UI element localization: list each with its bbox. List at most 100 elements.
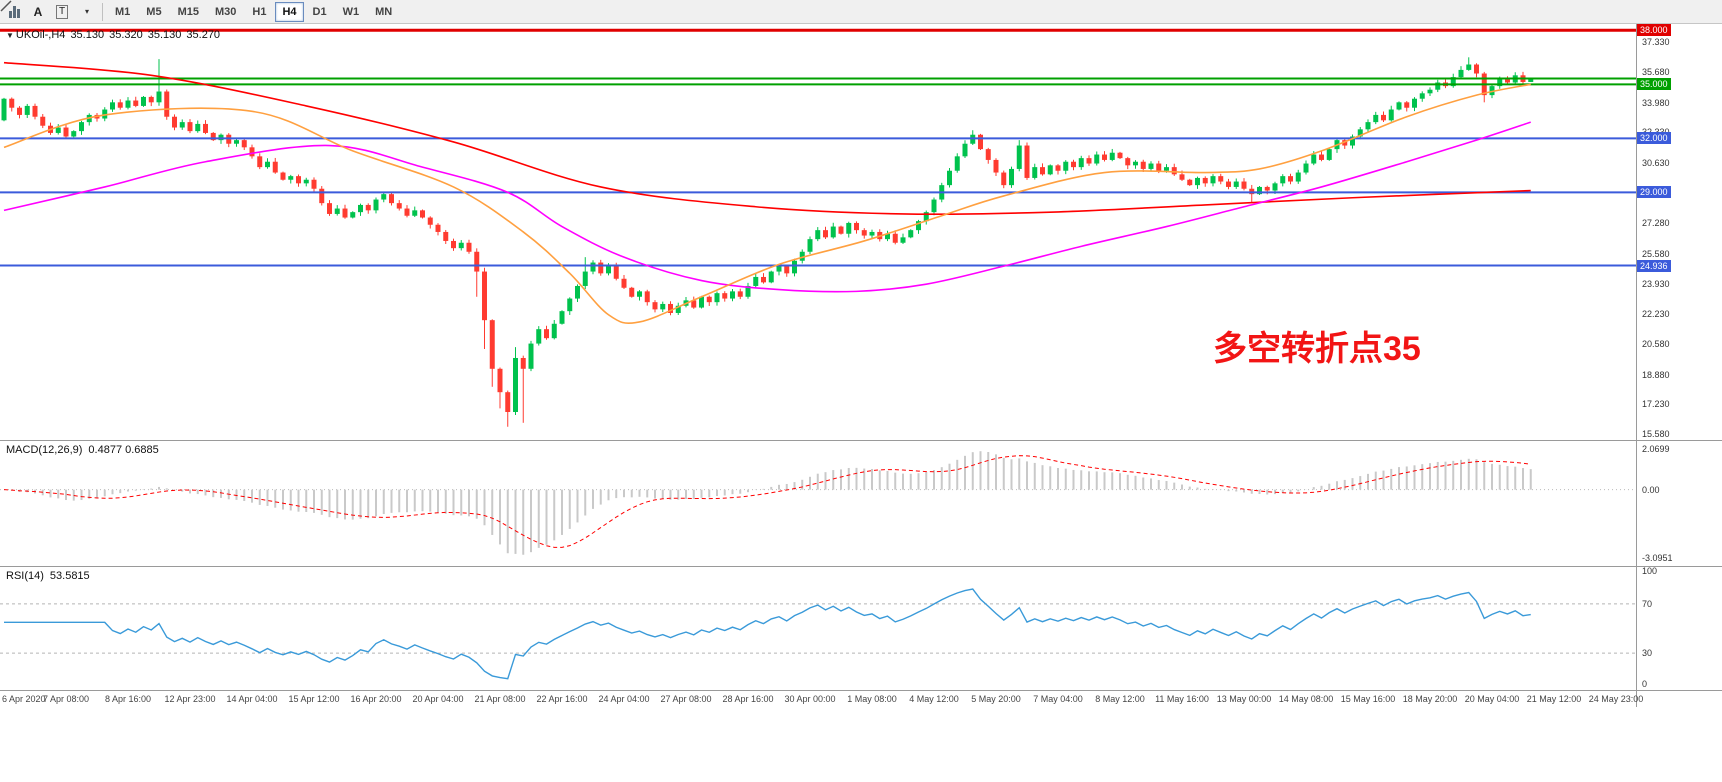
chart-bars-icon — [8, 5, 20, 18]
candle-body — [598, 262, 604, 274]
candle-body — [1164, 167, 1169, 171]
time-axis-separator — [0, 690, 1722, 691]
candle-body — [141, 96, 146, 106]
macd-name: MACD(12,26,9) — [6, 444, 83, 456]
chart-bars-button[interactable] — [3, 2, 25, 22]
candle-body — [1086, 158, 1092, 164]
candle-body — [210, 132, 216, 141]
price-tag: 38.000 — [1637, 24, 1671, 37]
toolbar: A T ▾ M1 M5 M15 M30 H1 H4 D1 W1 MN — [0, 0, 1722, 24]
candle-body — [288, 176, 294, 180]
candle-body — [1156, 163, 1162, 171]
candle-body — [55, 127, 61, 133]
tf-button-d1[interactable]: D1 — [306, 2, 334, 22]
trendline-icon — [0, 0, 12, 12]
time-axis-label: 27 Apr 08:00 — [660, 694, 712, 704]
time-axis-label: 7 May 04:00 — [1033, 694, 1083, 704]
candle-body — [505, 392, 511, 412]
candle-body — [1140, 161, 1146, 169]
price-axis-label: 30.630 — [1642, 157, 1670, 168]
candle-body — [125, 100, 131, 108]
draw-tools-button[interactable]: ▾ — [0, 0, 97, 22]
price-tag: 35.000 — [1637, 78, 1671, 91]
rsi-axis-30: 30 — [1642, 648, 1653, 659]
candle-body — [241, 140, 247, 148]
candle-body — [404, 208, 410, 216]
candle-body — [1009, 168, 1014, 186]
candle-body — [544, 329, 549, 339]
price-axis-label: 17.230 — [1642, 399, 1670, 410]
candle-body — [474, 251, 480, 272]
candle-body — [575, 285, 580, 299]
candle-body — [613, 266, 619, 279]
macd-axis-min: -3.0951 — [1642, 553, 1673, 563]
macd-indicator-label: MACD(12,26,9) 0.4877 0.6885 — [6, 444, 165, 456]
symbol-dropdown-icon[interactable]: ▼ — [6, 31, 14, 40]
font-a-icon: A — [33, 4, 43, 19]
font-tool-button[interactable]: A — [27, 2, 49, 22]
candle-body — [761, 276, 766, 283]
candle-body — [1505, 78, 1510, 83]
candle-body — [172, 116, 177, 128]
macd-values: 0.4877 0.6885 — [88, 444, 159, 456]
candle-body — [327, 203, 332, 214]
candle-body — [1365, 122, 1371, 130]
candle-body — [606, 266, 611, 274]
candle-body — [272, 161, 278, 173]
candle-body — [497, 368, 503, 393]
candle-body — [249, 147, 255, 157]
candle-body — [1303, 163, 1309, 173]
candle-body — [854, 222, 859, 231]
time-axis-label: 1 May 08:00 — [847, 694, 897, 704]
candle-body — [706, 296, 712, 303]
candle-body — [1063, 161, 1069, 171]
text-tool-button[interactable]: T — [51, 2, 73, 22]
time-axis-label: 24 Apr 04:00 — [598, 694, 650, 704]
tf-button-h4[interactable]: H4 — [275, 1, 304, 22]
candle-body — [1125, 158, 1131, 166]
panel-splitter-macd[interactable] — [0, 440, 1722, 441]
tf-button-mn[interactable]: MN — [368, 2, 399, 22]
tf-button-m1[interactable]: M1 — [108, 2, 137, 22]
candle-body — [714, 293, 720, 303]
time-axis-label: 15 May 16:00 — [1340, 694, 1396, 704]
candle-body — [528, 343, 534, 369]
rsi-axis-0: 0 — [1642, 679, 1648, 689]
time-axis-label: 21 Apr 08:00 — [474, 694, 526, 704]
time-axis-label: 30 Apr 00:00 — [784, 694, 836, 704]
candle-body — [1226, 181, 1231, 187]
candle-body — [117, 102, 123, 108]
candle-body — [40, 116, 46, 126]
panel-splitter-rsi[interactable] — [0, 566, 1722, 567]
tf-button-h1[interactable]: H1 — [245, 2, 273, 22]
candle-body — [257, 156, 263, 168]
time-axis-label: 14 May 08:00 — [1278, 694, 1334, 704]
candle-body — [823, 230, 828, 238]
candle-body — [830, 226, 836, 238]
tf-button-m5[interactable]: M5 — [139, 2, 168, 22]
candle-body — [17, 107, 22, 115]
tf-button-m30[interactable]: M30 — [208, 2, 243, 22]
candle-body — [536, 329, 542, 344]
time-axis-label: 22 Apr 16:00 — [536, 694, 588, 704]
candle-body — [234, 140, 239, 144]
candle-body — [1148, 163, 1154, 169]
candle-body — [458, 242, 464, 249]
candle-body — [110, 102, 115, 110]
candle-body — [373, 199, 379, 211]
candle-body — [1133, 161, 1138, 166]
candle-body — [32, 105, 38, 117]
tf-button-m15[interactable]: M15 — [171, 2, 206, 22]
candle-body — [63, 127, 69, 137]
rsi-indicator-label: RSI(14) 53.5815 — [6, 570, 96, 582]
candle-body — [962, 143, 968, 157]
candle-body — [195, 123, 201, 132]
candle-body — [1094, 154, 1100, 164]
tf-button-w1[interactable]: W1 — [336, 2, 367, 22]
candle-body — [637, 291, 642, 297]
price-axis-label: 25.580 — [1642, 248, 1670, 259]
candle-body — [427, 217, 433, 225]
candle-body — [644, 291, 650, 303]
